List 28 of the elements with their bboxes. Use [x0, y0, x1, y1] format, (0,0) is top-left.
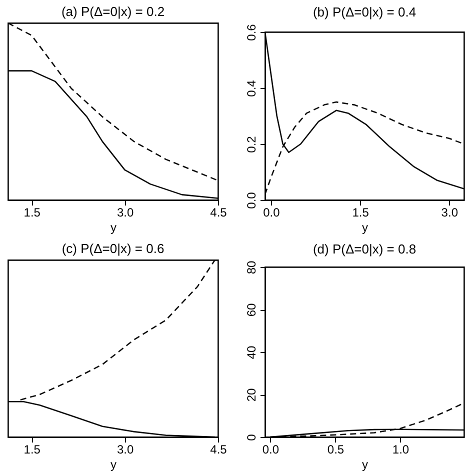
y-tick-label: 60	[244, 303, 258, 317]
chart-title: (b) P(Δ=0|x) = 0.4	[312, 4, 416, 20]
x-tick-label: 3.0	[116, 442, 134, 456]
chart-title: (d) P(Δ=0|x) = 0.8	[312, 241, 416, 256]
x-axis-title: y	[110, 458, 116, 472]
x-tick-label: 0.5	[327, 442, 344, 456]
x-tick-label: 1.5	[24, 442, 41, 456]
chart-title: (a) P(Δ=0|x) = 0.2	[61, 4, 165, 19]
x-tick-label: 4.5	[210, 206, 228, 220]
x-tick-label: 1.5	[352, 206, 370, 220]
x-tick-label: 1.5	[24, 206, 41, 220]
chart-title: (c) P(Δ=0|x) = 0.6	[62, 241, 164, 256]
x-tick-label: 1.0	[392, 442, 410, 456]
y-tick-label: 0.6	[244, 24, 258, 41]
x-tick-label: 3.0	[116, 206, 134, 220]
x-tick-label: 3.0	[441, 206, 458, 220]
x-tick-label: 0.0	[262, 442, 280, 456]
y-tick-label: 40	[244, 346, 258, 360]
x-axis-title: y	[110, 220, 116, 234]
x-axis-title: y	[362, 458, 368, 472]
y-tick-label: 0	[244, 434, 258, 441]
x-tick-label: 4.5	[210, 442, 228, 456]
y-tick-label: 80	[244, 260, 258, 274]
x-tick-label: 0.0	[263, 206, 280, 220]
x-axis-title: y	[362, 220, 368, 234]
y-tick-label: 0.2	[244, 136, 258, 153]
y-tick-label: 0.4	[244, 80, 258, 97]
y-tick-label: 20	[244, 388, 258, 402]
